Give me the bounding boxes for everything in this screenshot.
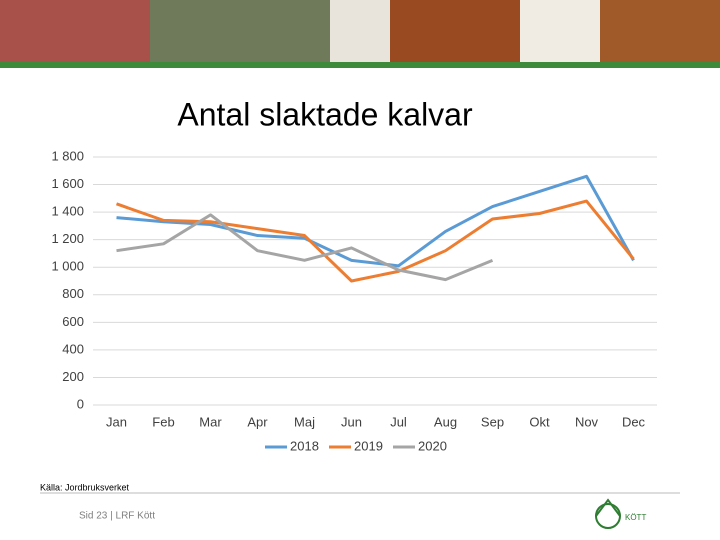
x-tick-label: Maj <box>294 414 315 429</box>
y-tick-label: 0 <box>77 396 84 411</box>
x-tick-label: Mar <box>199 414 222 429</box>
chart-title: Antal slaktade kalvar <box>177 96 473 132</box>
banner-photo <box>0 0 720 68</box>
x-tick-label: Jun <box>341 414 362 429</box>
y-tick-label: 600 <box>62 314 84 329</box>
legend-label: 2018 <box>290 438 319 453</box>
legend-label: 2019 <box>354 438 383 453</box>
x-tick-label: Okt <box>529 414 550 429</box>
y-tick-label: 1 800 <box>51 148 84 163</box>
x-tick-label: Dec <box>622 414 646 429</box>
x-tick-label: Feb <box>152 414 174 429</box>
logo <box>595 498 621 529</box>
x-tick-label: Nov <box>575 414 599 429</box>
y-tick-label: 1 600 <box>51 176 84 191</box>
y-tick-label: 400 <box>62 341 84 356</box>
y-tick-label: 1 200 <box>51 231 84 246</box>
footer: Sid 23 | LRF Kött <box>79 511 155 522</box>
x-tick-label: Sep <box>481 414 504 429</box>
series-line <box>116 174 635 268</box>
x-tick-label: Aug <box>434 414 457 429</box>
x-tick-label: Jan <box>106 414 127 429</box>
y-tick-label: 200 <box>62 369 84 384</box>
logo-text: KÖTT <box>625 513 646 522</box>
x-tick-label: Apr <box>247 414 268 429</box>
x-tick-label: Jul <box>390 414 407 429</box>
legend-label: 2020 <box>418 438 447 453</box>
series-line <box>116 199 635 283</box>
y-tick-label: 1 000 <box>51 259 84 274</box>
y-tick-label: 800 <box>62 286 84 301</box>
y-tick-label: 1 400 <box>51 204 84 219</box>
series-line <box>116 213 494 282</box>
source: Källa: Jordbruksverket <box>40 482 130 492</box>
